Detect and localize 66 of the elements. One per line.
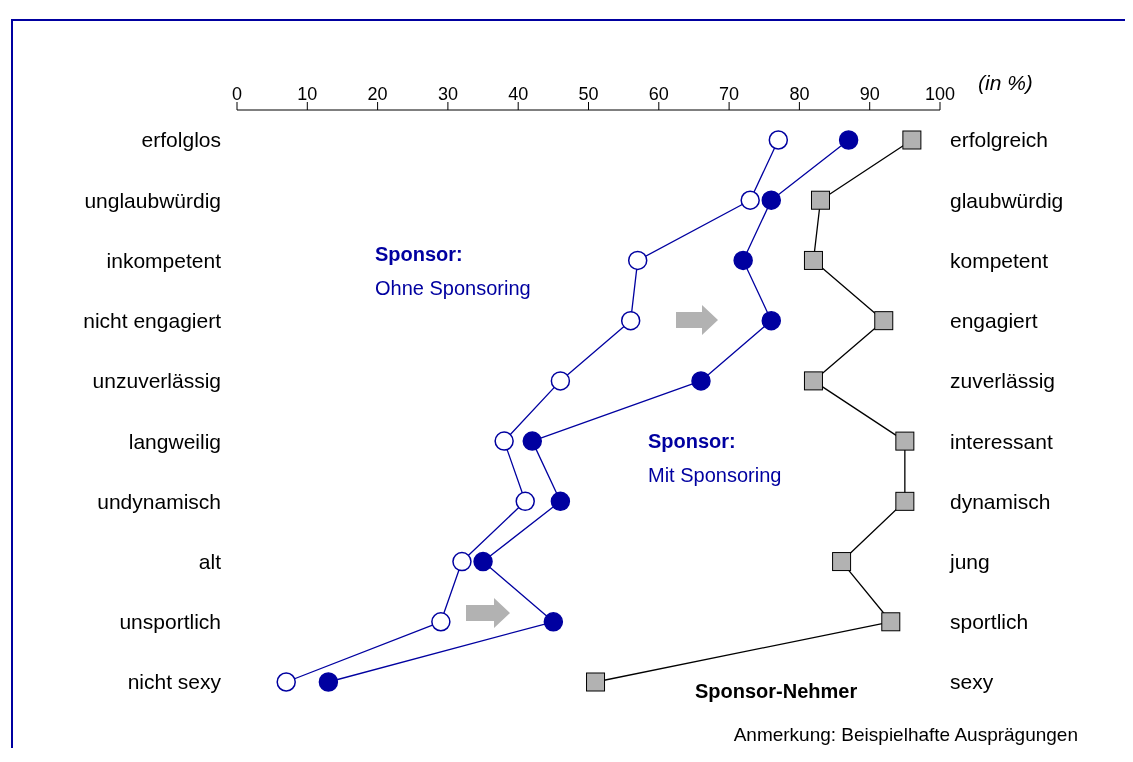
x-axis-title: (in %) bbox=[978, 71, 1033, 94]
y2-tick-label: sexy bbox=[950, 670, 994, 694]
point bbox=[838, 130, 859, 150]
y2-tick-label: glaubwürdig bbox=[950, 188, 1064, 212]
y-tick-label: erfolglos bbox=[141, 128, 221, 152]
point bbox=[627, 250, 648, 271]
point bbox=[473, 551, 493, 572]
point bbox=[522, 431, 543, 451]
y-tick-label: nicht sexy bbox=[127, 670, 222, 694]
x-tick-label: 50 bbox=[578, 84, 599, 104]
x-tick-label: 30 bbox=[437, 84, 458, 104]
y2-tick-label: kompetent bbox=[950, 248, 1049, 272]
y-tick-label: unzuverlässig bbox=[92, 369, 221, 393]
point bbox=[803, 250, 823, 270]
x-tick-label: 60 bbox=[648, 84, 669, 104]
point bbox=[691, 371, 711, 391]
y-tick-label: unsportlich bbox=[119, 610, 221, 634]
point bbox=[620, 310, 641, 331]
point bbox=[895, 431, 915, 451]
y-tick-label: unglaubwürdig bbox=[84, 188, 221, 212]
point bbox=[902, 130, 922, 150]
point bbox=[586, 672, 606, 692]
y2-tick-label: dynamisch bbox=[950, 489, 1051, 513]
y-tick-label: langweilig bbox=[128, 429, 221, 453]
text: Sponsor: Ohne Sponsoring bbox=[375, 243, 531, 299]
x-tick-label: 0 bbox=[231, 84, 243, 104]
point bbox=[761, 310, 782, 331]
point bbox=[881, 612, 901, 632]
point bbox=[550, 491, 571, 512]
point bbox=[761, 190, 782, 210]
point bbox=[515, 491, 535, 512]
point bbox=[740, 190, 760, 210]
x-tick-label: 80 bbox=[789, 84, 810, 104]
series-label: Sponsor-Nehmer bbox=[695, 680, 858, 702]
x-tick-label: 70 bbox=[719, 84, 740, 104]
point bbox=[543, 612, 564, 632]
text: Anmerkung: Beispielhafte Ausprägungen bbox=[733, 724, 1078, 745]
point bbox=[768, 130, 789, 150]
point bbox=[895, 491, 915, 511]
y2-tick-label: erfolgreich bbox=[950, 128, 1049, 152]
point bbox=[452, 551, 472, 572]
y2-tick-label: sportlich bbox=[950, 610, 1029, 634]
y-tick-label: inkompetent bbox=[106, 248, 222, 272]
x-tick-label: 20 bbox=[367, 84, 388, 104]
y-tick-label: undynamisch bbox=[97, 489, 221, 513]
point bbox=[832, 552, 852, 572]
y-tick-label: nicht engagiert bbox=[83, 309, 222, 333]
point bbox=[874, 311, 894, 331]
series-label: Sponsor: Mit Sponsoring bbox=[648, 430, 782, 486]
x-tick-label: 40 bbox=[508, 84, 529, 104]
point bbox=[431, 612, 451, 632]
x-tick-label: 10 bbox=[297, 84, 318, 104]
x-tick-label: 90 bbox=[859, 84, 880, 104]
point bbox=[494, 431, 514, 451]
point bbox=[733, 250, 753, 271]
point bbox=[803, 371, 823, 391]
point bbox=[550, 371, 571, 391]
point bbox=[810, 190, 830, 210]
y2-tick-label: jung bbox=[949, 550, 990, 574]
point bbox=[276, 672, 296, 692]
y-tick-label: alt bbox=[198, 550, 222, 574]
y2-tick-label: zuverlässig bbox=[950, 369, 1056, 393]
y2-tick-label: engagiert bbox=[950, 309, 1038, 333]
y2-tick-label: interessant bbox=[950, 429, 1053, 453]
x-tick-label: 100 bbox=[924, 84, 956, 104]
point bbox=[318, 672, 339, 692]
